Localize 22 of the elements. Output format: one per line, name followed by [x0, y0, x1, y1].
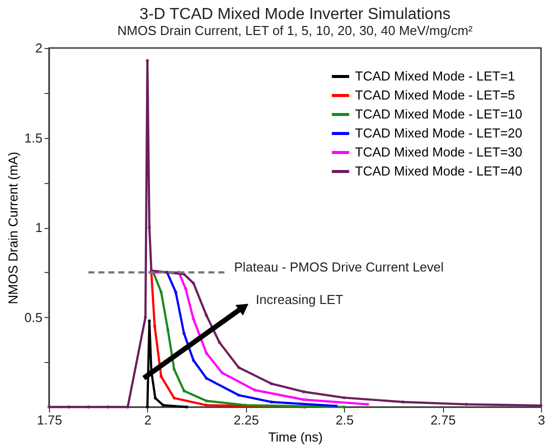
chart-title: 3-D TCAD Mixed Mode Inverter Simulations	[140, 6, 450, 23]
chart-subtitle: NMOS Drain Current, LET of 1, 5, 10, 20, 30, 40 MeV/mg/cm²	[117, 23, 474, 38]
x-tick-label: 3	[538, 412, 546, 428]
legend-label: TCAD Mixed Mode - LET=40	[355, 164, 522, 178]
legend-label: TCAD Mixed Mode - LET=5	[355, 88, 516, 102]
annotation: Increasing LET	[256, 292, 344, 308]
x-axis-title: Time (ns)	[268, 430, 323, 444]
y-tick-label: 1	[35, 220, 42, 235]
x-tick-label: 2.75	[430, 412, 456, 428]
x-tick-label: 2.25	[234, 412, 259, 428]
legend-label: TCAD Mixed Mode - LET=10	[355, 106, 522, 122]
x-tick-label: 1.75	[36, 412, 62, 428]
x-tick-label: 2	[144, 412, 152, 428]
annotation: Plateau - PMOS Drive Current Level	[234, 259, 444, 274]
legend-label: TCAD Mixed Mode - LET=30	[355, 144, 522, 160]
legend-label: TCAD Mixed Mode - LET=20	[355, 126, 522, 140]
x-tick-label: 2.5	[336, 412, 354, 428]
y-tick-label: 0.5	[24, 310, 42, 325]
y-tick-label: 2	[35, 40, 42, 56]
y-tick-label: 1.5	[24, 130, 42, 146]
legend-label: TCAD Mixed Mode - LET=1	[355, 68, 516, 84]
y-axis-title: NMOS Drain Current (mA)	[5, 152, 20, 304]
